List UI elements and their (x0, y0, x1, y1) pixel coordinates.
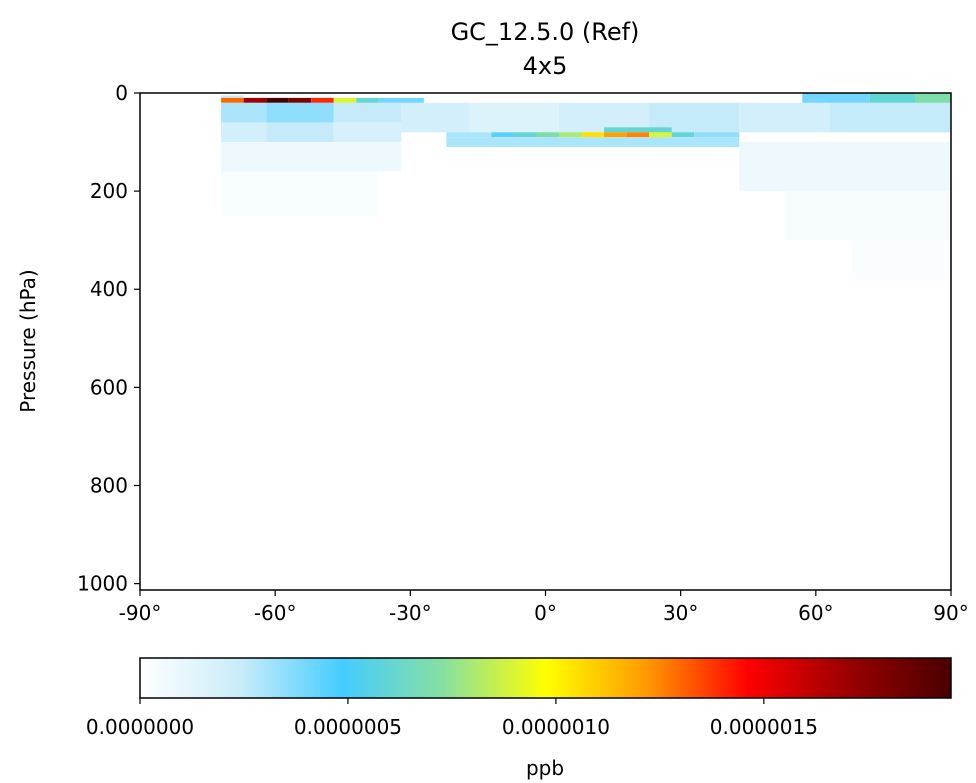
heatmap-cell (266, 122, 334, 143)
x-tick-label: 60° (798, 601, 833, 625)
y-axis-ticks: 0 200 400 600 800 1000 (77, 81, 140, 596)
colorbar-tick-label: 0.0000010 (502, 715, 610, 739)
heatmap-cell (513, 132, 537, 138)
heatmap-cell (604, 132, 627, 138)
heatmap-cell (221, 122, 267, 143)
colorbar-tick-label: 0.0000000 (86, 715, 194, 739)
heatmap-cell (311, 97, 334, 103)
y-tick-label: 400 (90, 277, 128, 301)
colorbar-ticks: 0.0000000 0.0000005 0.0000010 0.0000015 (86, 698, 818, 739)
y-tick-label: 0 (115, 81, 128, 105)
y-tick-label: 200 (90, 179, 128, 203)
chart-title: GC_12.5.0 (Ref) (451, 18, 640, 46)
heatmap-cell (829, 102, 951, 133)
heatmap-cell (626, 132, 650, 138)
heatmap-cell (739, 102, 830, 133)
x-tick-label: 30° (663, 601, 698, 625)
heatmap-cell (333, 122, 402, 143)
x-tick-label: -30° (389, 601, 432, 625)
heatmap-cell (356, 97, 379, 103)
x-tick-label: -60° (254, 601, 297, 625)
heatmap-cells (221, 93, 951, 280)
heatmap-cell (401, 102, 469, 133)
heatmap-cell (491, 132, 514, 138)
heatmap-cell (851, 240, 951, 280)
heatmap-cell (378, 97, 424, 103)
heatmap-cell (221, 95, 244, 98)
heatmap-cell (333, 97, 357, 103)
heatmap-cell (468, 102, 560, 133)
heatmap-cell (671, 132, 695, 138)
heatmap-cell (266, 102, 334, 123)
x-tick-label: -90° (119, 601, 162, 625)
y-axis-label: Pressure (hPa) (16, 269, 40, 412)
heatmap-cell (739, 142, 951, 192)
heatmap-cell (649, 132, 672, 138)
x-axis-ticks: -90° -60° -30° 0° 30° 60° 90° (119, 590, 969, 625)
heatmap-cell (869, 93, 915, 103)
colorbar (139, 657, 952, 699)
heatmap-cell (221, 171, 379, 216)
heatmap-cell (446, 132, 492, 138)
heatmap-cell (221, 97, 244, 103)
heatmap-cell (694, 132, 740, 138)
heatmap-cell (914, 93, 951, 103)
chart-subtitle: 4x5 (523, 52, 568, 80)
y-tick-label: 1000 (77, 572, 128, 596)
heatmap-cell (559, 132, 582, 138)
x-tick-label: 0° (534, 601, 557, 625)
heatmap-cell (784, 191, 951, 241)
colorbar-label: ppb (526, 756, 564, 780)
y-tick-label: 800 (90, 473, 128, 497)
heatmap-cell (446, 137, 740, 147)
heatmap-cell (802, 93, 870, 103)
heatmap-cell (243, 97, 267, 103)
x-tick-label: 90° (933, 601, 968, 625)
colorbar-tick-label: 0.0000005 (294, 715, 402, 739)
heatmap-cell (266, 97, 289, 103)
heatmap-cell (604, 127, 672, 133)
heatmap-cell (221, 142, 402, 172)
heatmap-cell (288, 97, 312, 103)
heatmap-cell (221, 102, 267, 123)
heatmap-cell (333, 102, 402, 123)
colorbar-tick-label: 0.0000015 (710, 715, 818, 739)
heatmap-cell (581, 132, 605, 138)
y-tick-label: 600 (90, 375, 128, 399)
heatmap-cell (536, 132, 560, 138)
